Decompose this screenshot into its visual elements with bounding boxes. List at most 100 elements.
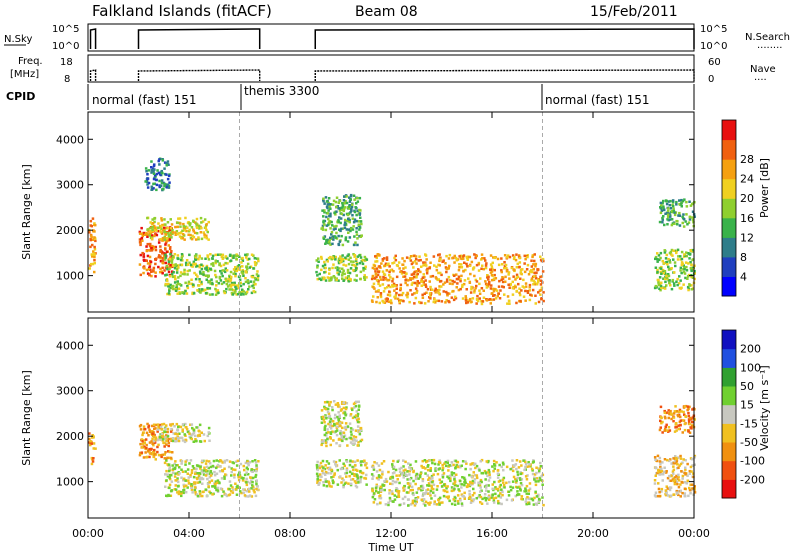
data-cell [211, 282, 214, 286]
data-cell [207, 466, 210, 470]
data-cell [324, 414, 327, 417]
data-cell [691, 287, 695, 290]
time-tick-label: 16:00 [476, 527, 508, 540]
data-cell [691, 464, 694, 467]
data-cell [334, 403, 338, 406]
data-cell [160, 423, 164, 426]
data-cell [682, 419, 686, 422]
data-cell [405, 256, 409, 259]
data-cell [164, 261, 167, 265]
data-cell [344, 222, 348, 226]
data-cell [164, 473, 167, 476]
data-cell [93, 252, 96, 255]
data-cell [168, 257, 171, 261]
data-cell [193, 488, 197, 492]
data-cell [159, 438, 162, 441]
data-cell [219, 279, 223, 282]
data-cell [399, 287, 402, 290]
data-cell [517, 254, 521, 257]
data-cell [411, 499, 415, 503]
data-cell [351, 217, 355, 220]
data-cell [422, 283, 426, 287]
data-cell [424, 500, 428, 504]
data-cell [151, 225, 154, 229]
velocity-swatch [722, 479, 736, 499]
data-cell [530, 265, 534, 268]
data-cell [352, 220, 356, 224]
data-cell [680, 470, 683, 473]
data-cell [358, 430, 362, 434]
data-cell [534, 271, 537, 275]
data-cell [672, 468, 676, 472]
data-cell [245, 256, 248, 259]
data-cell [176, 225, 179, 229]
data-cell [340, 208, 344, 211]
data-cell [181, 229, 184, 232]
data-cell [359, 426, 363, 430]
data-cell [213, 269, 217, 273]
data-cell [149, 221, 152, 224]
data-cell [375, 476, 379, 480]
data-cell [422, 261, 425, 264]
data-cell [166, 227, 169, 230]
data-cell [243, 494, 247, 497]
data-cell [158, 158, 161, 161]
data-cell [671, 222, 675, 225]
data-cell [150, 274, 153, 278]
data-cell [664, 280, 667, 284]
data-cell [249, 265, 253, 268]
data-cell [341, 243, 345, 247]
data-cell [166, 475, 170, 478]
data-cell [174, 225, 177, 229]
data-cell [242, 464, 245, 468]
data-cell [687, 288, 690, 292]
data-cell [218, 262, 221, 265]
velocity-swatch [722, 442, 736, 462]
data-cell [142, 445, 145, 448]
data-cell [473, 291, 476, 294]
data-cell [460, 486, 463, 489]
data-cell [405, 491, 409, 494]
data-cell [684, 220, 687, 223]
data-cell [350, 433, 353, 436]
data-cell [688, 431, 692, 434]
data-cell [686, 408, 689, 412]
velocity-tick-label: -50 [740, 436, 758, 449]
data-cell [670, 267, 673, 270]
data-cell [685, 200, 688, 204]
data-cell [353, 474, 356, 477]
data-cell [523, 262, 526, 265]
data-cell [654, 284, 658, 288]
data-cell [363, 278, 367, 281]
data-cell [359, 216, 362, 219]
data-cell [352, 260, 355, 263]
data-cell [499, 492, 502, 495]
data-cell [147, 424, 151, 427]
data-cell [143, 439, 146, 442]
data-cell [519, 271, 522, 274]
data-cell [142, 231, 145, 235]
data-cell [472, 471, 475, 474]
data-cell [176, 280, 179, 283]
data-cell [388, 265, 391, 268]
data-cell [516, 262, 519, 266]
cpid-mode-3: normal (fast) 151 [545, 93, 649, 107]
data-cell [668, 203, 672, 207]
data-cell [534, 480, 537, 483]
data-cell [206, 482, 210, 486]
data-cell [193, 482, 197, 485]
data-cell [239, 462, 243, 466]
data-cell [349, 478, 353, 481]
data-cell [346, 254, 349, 258]
data-cell [353, 218, 357, 221]
data-cell [429, 261, 432, 264]
data-cell [395, 480, 398, 484]
data-cell [174, 479, 177, 482]
data-cell [464, 299, 468, 302]
data-cell [337, 261, 341, 265]
data-cell [325, 431, 328, 435]
data-cell [403, 271, 407, 274]
data-cell [693, 456, 696, 459]
data-cell [159, 238, 162, 241]
